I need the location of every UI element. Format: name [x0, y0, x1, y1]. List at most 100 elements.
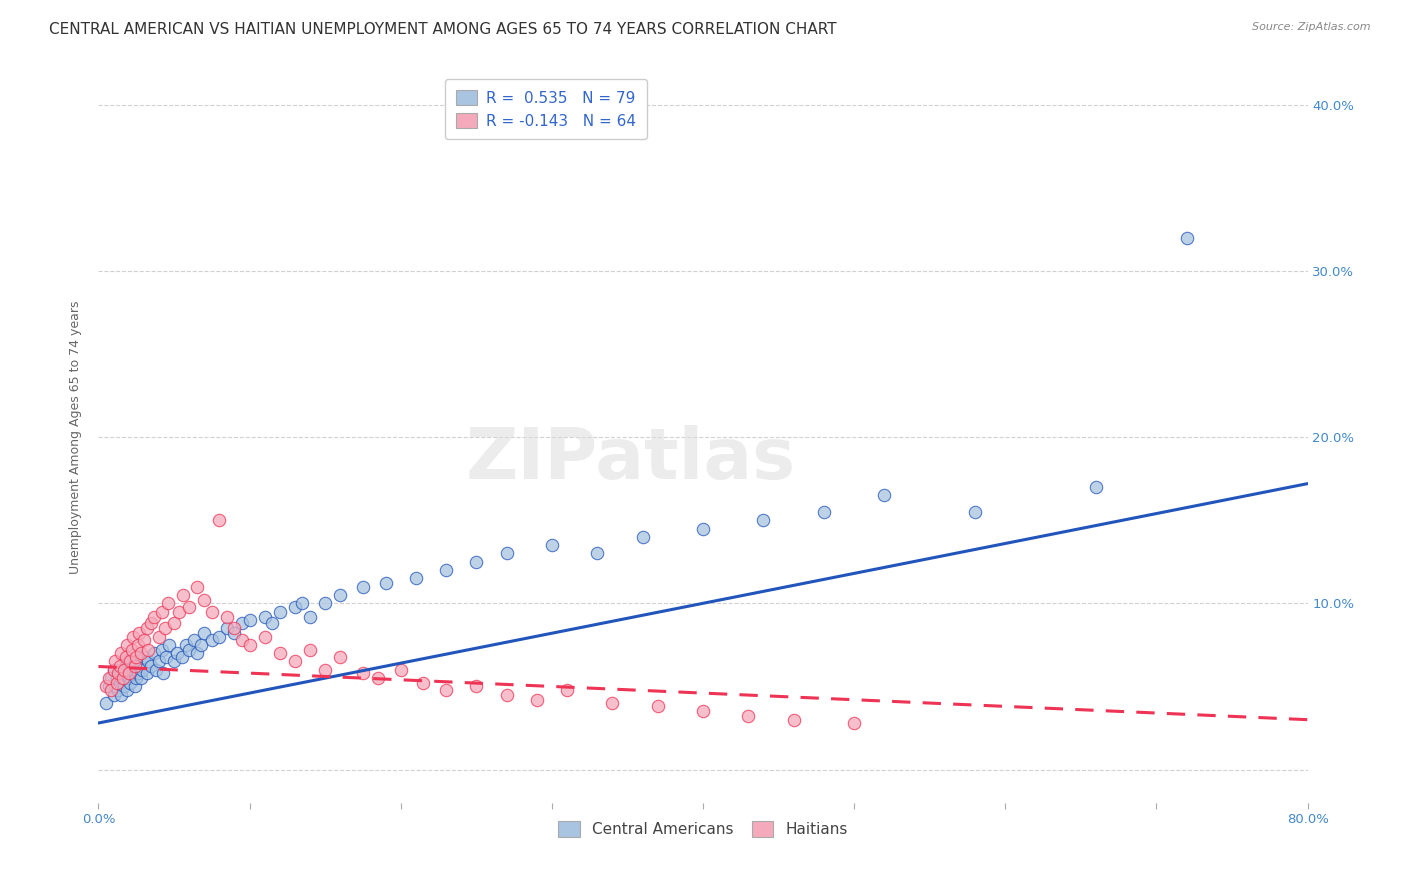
Point: [299, 643, 322, 657]
Point: [94, 680, 117, 694]
Point: [141, 616, 163, 631]
Point: [179, 643, 201, 657]
Point: [122, 630, 145, 644]
Point: [145, 663, 167, 677]
Point: [873, 488, 896, 502]
Point: [586, 546, 609, 560]
Point: [135, 621, 157, 635]
Point: [540, 538, 562, 552]
Point: [141, 659, 163, 673]
Point: [215, 621, 238, 635]
Point: [231, 616, 253, 631]
Point: [844, 716, 866, 731]
Point: [201, 605, 224, 619]
Point: [186, 580, 208, 594]
Point: [108, 659, 131, 673]
Point: [172, 588, 194, 602]
Point: [112, 663, 135, 677]
Point: [465, 555, 488, 569]
Point: [98, 671, 121, 685]
Point: [103, 688, 125, 702]
Point: [105, 676, 128, 690]
Point: [111, 663, 134, 677]
Point: [183, 632, 205, 647]
Point: [132, 632, 155, 647]
Point: [159, 638, 181, 652]
Point: [329, 588, 352, 602]
Point: [405, 571, 427, 585]
Text: CENTRAL AMERICAN VS HAITIAN UNEMPLOYMENT AMONG AGES 65 TO 74 YEARS CORRELATION C: CENTRAL AMERICAN VS HAITIAN UNEMPLOYMENT…: [49, 22, 837, 37]
Point: [127, 638, 149, 652]
Point: [112, 680, 135, 694]
Point: [118, 666, 141, 681]
Point: [208, 630, 231, 644]
Point: [602, 696, 624, 710]
Point: [125, 649, 148, 664]
Point: [124, 659, 146, 673]
Point: [129, 671, 152, 685]
Point: [291, 596, 314, 610]
Point: [128, 659, 150, 673]
Point: [105, 671, 128, 685]
Point: [129, 646, 152, 660]
Point: [692, 705, 714, 719]
Point: [434, 563, 457, 577]
Point: [155, 649, 177, 664]
Point: [156, 596, 179, 610]
Point: [167, 605, 190, 619]
Point: [103, 663, 125, 677]
Point: [262, 616, 284, 631]
Point: [193, 626, 215, 640]
Point: [526, 692, 548, 706]
Point: [170, 649, 193, 664]
Point: [143, 609, 166, 624]
Point: [231, 632, 253, 647]
Point: [120, 676, 142, 690]
Point: [193, 593, 215, 607]
Point: [965, 505, 987, 519]
Point: [269, 605, 291, 619]
Point: [121, 666, 143, 681]
Point: [174, 638, 197, 652]
Point: [128, 626, 150, 640]
Point: [239, 613, 262, 627]
Point: [389, 663, 412, 677]
Point: [186, 646, 208, 660]
Point: [374, 576, 396, 591]
Point: [135, 666, 157, 681]
Point: [692, 521, 714, 535]
Point: [110, 671, 132, 685]
Point: [1175, 230, 1198, 244]
Point: [647, 699, 669, 714]
Point: [100, 682, 122, 697]
Point: [110, 646, 132, 660]
Point: [412, 676, 434, 690]
Point: [104, 680, 127, 694]
Point: [124, 680, 146, 694]
Point: [100, 671, 122, 685]
Point: [314, 596, 336, 610]
Point: [125, 671, 148, 685]
Point: [115, 682, 138, 697]
Point: [148, 655, 170, 669]
Point: [208, 513, 231, 527]
Point: [120, 655, 142, 669]
Point: [224, 621, 246, 635]
Point: [555, 682, 578, 697]
Point: [127, 666, 149, 681]
Point: [284, 655, 307, 669]
Point: [737, 709, 759, 723]
Point: [98, 680, 121, 694]
Point: [118, 671, 141, 685]
Point: [125, 655, 148, 669]
Point: [495, 688, 517, 702]
Point: [131, 663, 153, 677]
Point: [813, 505, 835, 519]
Point: [314, 663, 336, 677]
Legend: Central Americans, Haitians: Central Americans, Haitians: [550, 812, 856, 847]
Point: [150, 605, 173, 619]
Point: [122, 659, 145, 673]
Point: [367, 671, 389, 685]
Text: Source: ZipAtlas.com: Source: ZipAtlas.com: [1253, 22, 1371, 32]
Point: [136, 655, 159, 669]
